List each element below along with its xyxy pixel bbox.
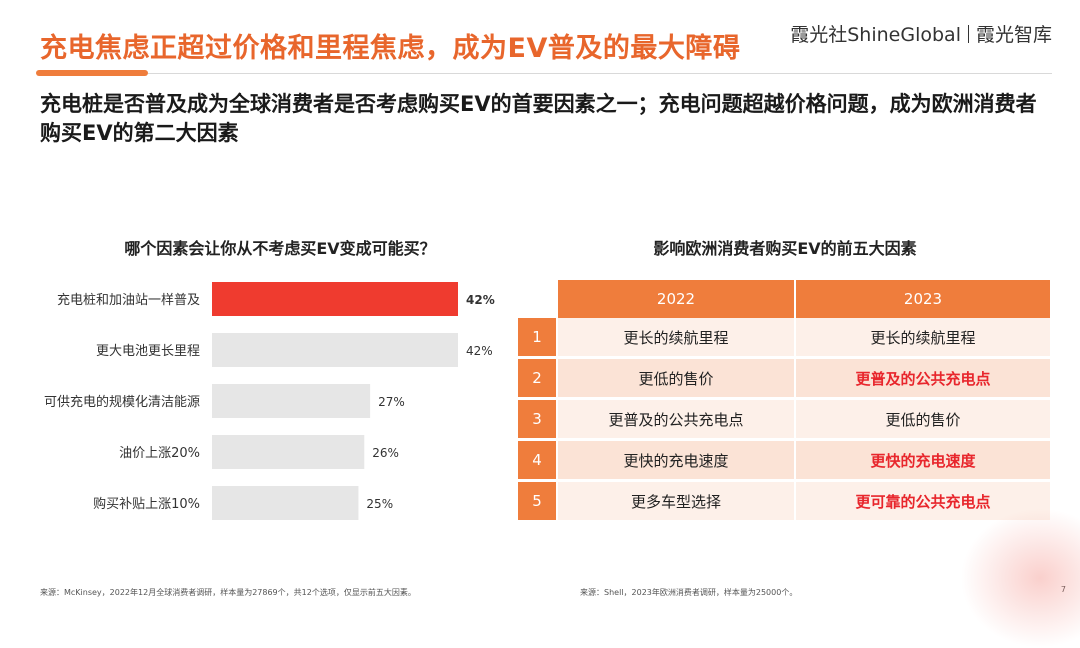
value-label: 26% (372, 446, 399, 460)
page-title: 充电焦虑正超过价格和里程焦虑，成为EV普及的最大障碍 (40, 33, 741, 64)
source-note-left: 来源：McKinsey，2022年12月全球消费者调研，样本量为27869个，共… (40, 588, 416, 597)
category-label: 更大电池更长里程 (96, 344, 200, 359)
category-label: 购买补贴上涨10% (93, 496, 200, 512)
category-label: 充电桩和加油站一样普及 (57, 292, 200, 308)
cell-2022: 更长的续航里程 (558, 318, 796, 359)
title-accent-bar (36, 70, 148, 76)
table-header-row: 2022 2023 (518, 280, 1050, 318)
brand-separator (967, 24, 969, 43)
decorative-gradient (960, 508, 1080, 648)
value-label: 27% (378, 395, 405, 409)
bar (212, 435, 365, 469)
header-divider (148, 73, 1052, 74)
cell-2022: 更快的充电速度 (558, 441, 796, 482)
chart-title: 哪个因素会让你从不考虑买EV变成可能买？ (124, 239, 436, 258)
header-blank-cell (518, 280, 558, 318)
table-title: 影响欧洲消费者购买EV的前五大因素 (653, 239, 917, 258)
bar (212, 333, 458, 367)
header-2023: 2023 (796, 280, 1050, 318)
table-row: 1 更长的续航里程 更长的续航里程 (518, 318, 1050, 359)
table-row: 5 更多车型选择 更可靠的公共充电点 (518, 482, 1050, 523)
cell-2023: 更普及的公共充电点 (796, 359, 1050, 400)
bar (212, 486, 359, 520)
value-label: 25% (366, 497, 393, 511)
source-note-right: 来源：Shell，2023年欧洲消费者调研，样本量为25000个。 (580, 588, 798, 597)
bar (212, 282, 458, 316)
cell-2023: 更可靠的公共充电点 (796, 482, 1050, 523)
cell-2022: 更低的售价 (558, 359, 796, 400)
rank-cell: 1 (518, 318, 558, 359)
cell-2023: 更长的续航里程 (796, 318, 1050, 359)
value-label: 42% (466, 293, 495, 307)
cell-2023: 更低的售价 (796, 400, 1050, 441)
rank-cell: 3 (518, 400, 558, 441)
cell-2023: 更快的充电速度 (796, 441, 1050, 482)
brand-sub: 霞光智库 (975, 24, 1052, 46)
bar (212, 384, 371, 418)
ranking-table: 2022 2023 1 更长的续航里程 更长的续航里程 2 更低的售价 更普及的… (518, 280, 1050, 523)
cell-2022: 更普及的公共充电点 (558, 400, 796, 441)
table-row: 2 更低的售价 更普及的公共充电点 (518, 359, 1050, 400)
cell-2022: 更多车型选择 (558, 482, 796, 523)
page-number: 7 (1061, 585, 1066, 594)
table-row: 3 更普及的公共充电点 更低的售价 (518, 400, 1050, 441)
rank-cell: 2 (518, 359, 558, 400)
category-label: 油价上涨20% (119, 446, 200, 461)
brand-name: 霞光社ShineGlobal (790, 24, 961, 46)
table-row: 4 更快的充电速度 更快的充电速度 (518, 441, 1050, 482)
page-subtitle: 充电桩是否普及成为全球消费者是否考虑购买EV的首要因素之一；充电问题超越价格问题… (40, 92, 1037, 145)
rank-cell: 5 (518, 482, 558, 523)
category-label: 可供充电的规模化清洁能源 (44, 394, 200, 410)
value-label: 42% (466, 344, 493, 358)
brand-logo: 霞光社ShineGlobal 霞光智库 (790, 20, 1052, 47)
header-2022: 2022 (558, 280, 796, 318)
rank-cell: 4 (518, 441, 558, 482)
bar-chart: 充电桩和加油站一样普及 42% 更大电池更长里程 42% 可供充电的规模化清洁能源 27%… (44, 282, 495, 520)
